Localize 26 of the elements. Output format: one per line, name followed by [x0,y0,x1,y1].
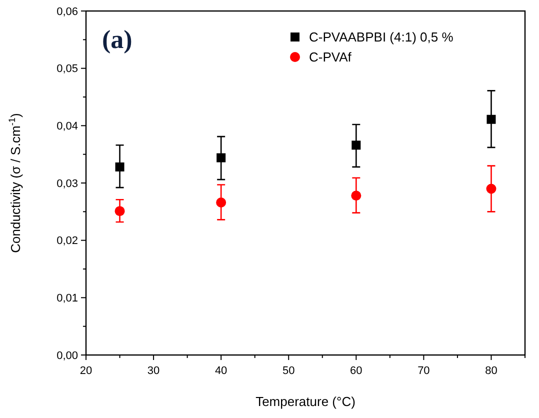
x-tick-label: 50 [282,365,295,377]
y-tick-label: 0,00 [56,350,78,362]
point [486,114,496,124]
x-tick-label: 60 [350,365,362,377]
x-tick-label: 40 [214,365,228,377]
annotation: (a) [102,25,132,54]
legend-label: C-PVAABPBI (4:1) 0,5 % [309,30,454,45]
point [216,197,226,208]
point [115,162,124,172]
point [351,190,362,201]
y-tick-label: 0,04 [56,120,78,133]
y-tick-label: 0,02 [56,235,78,248]
y-tick-label: 0,03 [56,178,78,190]
legend-label: C-PVAf [309,50,352,65]
point [352,140,361,150]
x-tick-label: 30 [147,365,160,377]
point [486,184,496,194]
y-tick-label: 0,05 [56,63,78,76]
y-tick-label: 0,06 [56,6,78,18]
x-tick-label: 70 [418,365,430,377]
x-tick-label: 20 [80,365,92,377]
y-tick-label: 0,01 [56,292,78,305]
x-axis-title: Temperature (°C) [256,394,356,409]
point [114,206,125,216]
x-tick-label: 80 [485,365,498,377]
point [216,153,226,162]
